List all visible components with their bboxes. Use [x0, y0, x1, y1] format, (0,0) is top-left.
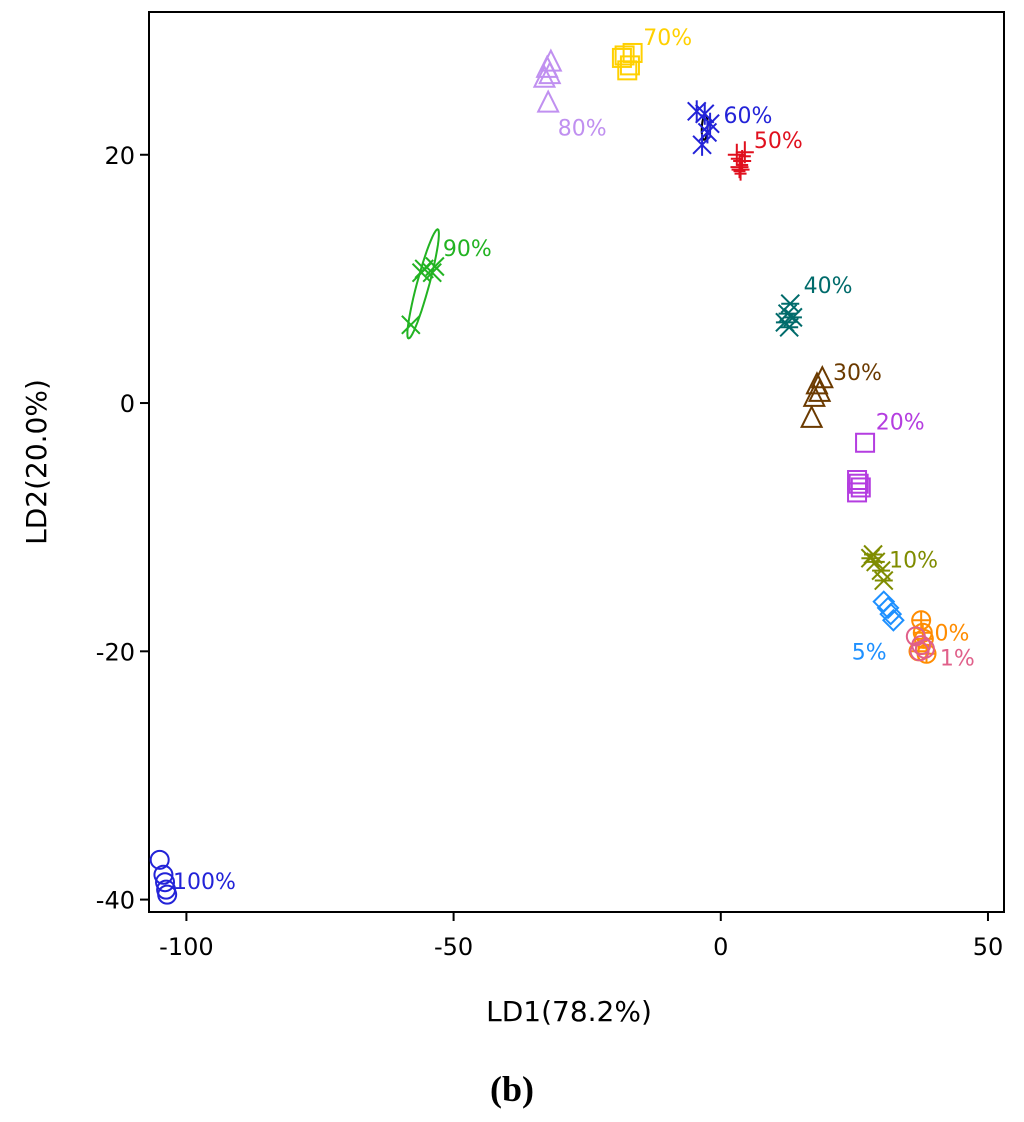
data-point	[874, 570, 894, 591]
data-point	[157, 884, 178, 905]
data-point	[611, 47, 632, 68]
y-tick-label: -40	[96, 887, 135, 915]
group-label: 90%	[443, 237, 492, 262]
axis-ticks: -100 -50 0 50 -40 -20 0 20	[96, 142, 1003, 961]
group-label: 70%	[643, 26, 692, 51]
x-axis-title: LD1(78.2%)	[486, 995, 652, 1028]
data-point	[692, 133, 712, 156]
data-point	[866, 552, 886, 572]
data-point	[422, 262, 442, 283]
x-tick-label: 0	[713, 933, 728, 961]
data-point	[783, 307, 803, 328]
data-point	[914, 638, 935, 659]
y-tick-label: 20	[104, 142, 135, 170]
group-label: 40%	[804, 274, 853, 299]
data-point	[879, 602, 903, 626]
data-point	[538, 60, 562, 85]
group-label: 0%	[935, 622, 970, 647]
y-tick-label: -20	[96, 638, 135, 666]
group-label: 1%	[940, 647, 975, 672]
data-point	[539, 48, 563, 72]
data-point	[850, 477, 871, 498]
data-point	[617, 60, 638, 81]
data-point	[155, 872, 176, 893]
data-point	[700, 112, 720, 135]
group-label: 30%	[833, 361, 882, 386]
group-label: 50%	[754, 129, 803, 154]
data-point	[153, 864, 174, 885]
data-point	[401, 315, 421, 335]
y-tick-label: 0	[120, 390, 135, 418]
data-point	[536, 89, 560, 113]
x-tick-label: 50	[973, 933, 1004, 961]
group-label: 100%	[173, 870, 236, 895]
data-point	[800, 404, 824, 428]
group-label: 80%	[558, 116, 607, 141]
plot-frame	[148, 11, 1005, 913]
group-label: 20%	[876, 411, 925, 436]
x-tick-label: -100	[159, 933, 213, 961]
lda-scatter-chart: -100 -50 0 50 -40 -20 0 20 0%1% 5% 10% 20% 30% 40% 50…	[20, 11, 1005, 1028]
group-label: 10%	[889, 548, 938, 573]
data-point	[532, 64, 557, 88]
group-label: 60%	[723, 104, 772, 129]
x-tick-label: -50	[434, 933, 473, 961]
data-point	[847, 470, 868, 490]
data-point	[855, 432, 876, 453]
data-point	[847, 482, 868, 503]
data-point	[735, 141, 754, 164]
confidence-ellipse	[406, 228, 440, 340]
data-point	[779, 317, 799, 338]
group-labels: 0%1% 5% 10% 20% 30% 40% 50%60% 70% 80% 90% 100%	[173, 26, 975, 895]
panel-label: (b)	[0, 1068, 1024, 1110]
panel-label-text: (b)	[490, 1069, 534, 1109]
data-point	[808, 378, 832, 402]
data-point	[802, 383, 826, 407]
data-point	[731, 158, 750, 181]
group-label: 5%	[852, 640, 887, 665]
data-point	[425, 256, 445, 277]
data-point	[863, 544, 883, 565]
confidence-ellipses	[406, 114, 709, 340]
data-point	[810, 364, 834, 389]
data-points	[149, 42, 937, 905]
data-point	[733, 149, 752, 172]
data-point	[876, 596, 900, 620]
data-point	[881, 608, 905, 632]
data-point	[149, 849, 170, 870]
y-axis-title: LD2(20.0%)	[20, 379, 53, 545]
